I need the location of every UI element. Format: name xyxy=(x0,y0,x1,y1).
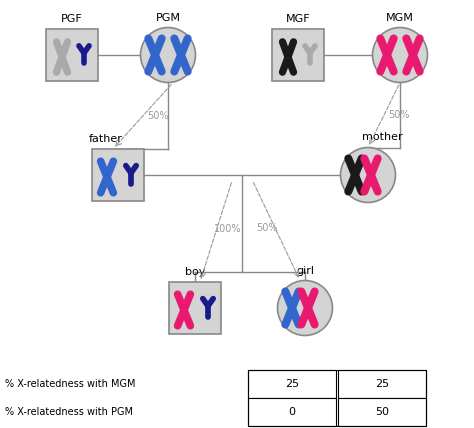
Text: girl: girl xyxy=(296,265,314,276)
Text: MGF: MGF xyxy=(286,14,310,24)
Bar xyxy=(92,149,144,201)
Bar xyxy=(46,29,98,81)
Text: MGM: MGM xyxy=(386,12,414,23)
Text: mother: mother xyxy=(362,133,402,143)
Text: 25: 25 xyxy=(285,379,299,389)
Text: 50: 50 xyxy=(375,407,389,417)
Bar xyxy=(169,282,221,334)
Bar xyxy=(338,398,426,426)
Circle shape xyxy=(373,27,428,83)
Text: 50%: 50% xyxy=(256,223,278,233)
Circle shape xyxy=(340,148,395,202)
Text: 50%: 50% xyxy=(388,110,410,120)
Text: % X-relatedness with MGM: % X-relatedness with MGM xyxy=(5,379,136,389)
Text: 25: 25 xyxy=(375,379,389,389)
Text: 0: 0 xyxy=(289,407,295,417)
Text: PGF: PGF xyxy=(61,14,83,24)
Bar xyxy=(272,29,324,81)
Circle shape xyxy=(140,27,195,83)
Text: PGM: PGM xyxy=(155,12,181,23)
Text: 100%: 100% xyxy=(214,223,242,234)
Text: 50%: 50% xyxy=(147,111,168,121)
Circle shape xyxy=(277,280,332,336)
Text: % X-relatedness with PGM: % X-relatedness with PGM xyxy=(5,407,133,417)
Bar xyxy=(248,370,336,398)
Bar xyxy=(338,370,426,398)
Text: boy: boy xyxy=(185,267,205,277)
Text: father: father xyxy=(89,134,123,144)
Bar xyxy=(248,398,336,426)
Bar xyxy=(248,370,426,426)
